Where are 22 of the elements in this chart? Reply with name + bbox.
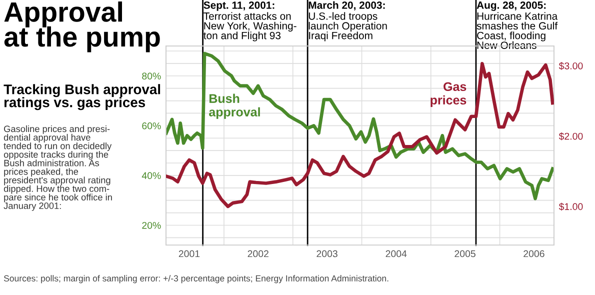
x-tick-label: 2005: [454, 250, 476, 258]
y-tick-label: 60%: [142, 122, 161, 130]
chart-title: Approval at the pump: [4, 1, 160, 52]
y2-tick-label: $1.00: [558, 202, 583, 211]
y2-tick-label: $2.00: [558, 132, 583, 140]
source-note: Sources: polls; margin of sampling error: +/-3 percentage points; Energy Information Administration.: [4, 275, 388, 284]
y2-tick-label: $3.00: [558, 62, 583, 70]
text: Tracking Bush approval ratings vs. gas prices: [4, 84, 160, 110]
x-tick-label: 2003: [316, 250, 338, 258]
x-tick-label: 2002: [248, 250, 268, 258]
y-tick-label: 40%: [142, 172, 161, 180]
text: Gasoline prices and presi- dential approval have tended to run on decidedly opposite tracks during the Bush administration. As prices peaked, the president's approval rating dipped. How the two com- pare since he took office in January 2001:: [4, 125, 112, 211]
series-label: Gas prices: [430, 82, 466, 107]
ref-line-label: March 20, 2003: U.S.-led troops launch Operation Iraqi Freedom: [308, 1, 387, 42]
ref-line-label: Aug. 28, 2005: Hurricane Katrina smashes the Gulf Coast, flooding New Orleans: [476, 1, 558, 49]
series-label: Bush approval: [209, 94, 260, 119]
x-tick-label: 2006: [524, 250, 544, 258]
y-tick-label: 20%: [142, 222, 161, 229]
y-tick-label: 80%: [142, 72, 161, 80]
ref-line-label: Sept. 11, 2001: Terrorist attacks on New York, Washing- ton and Flight 93: [204, 1, 296, 42]
x-tick-label: 2001: [178, 250, 200, 258]
x-tick-label: 2004: [386, 250, 407, 258]
